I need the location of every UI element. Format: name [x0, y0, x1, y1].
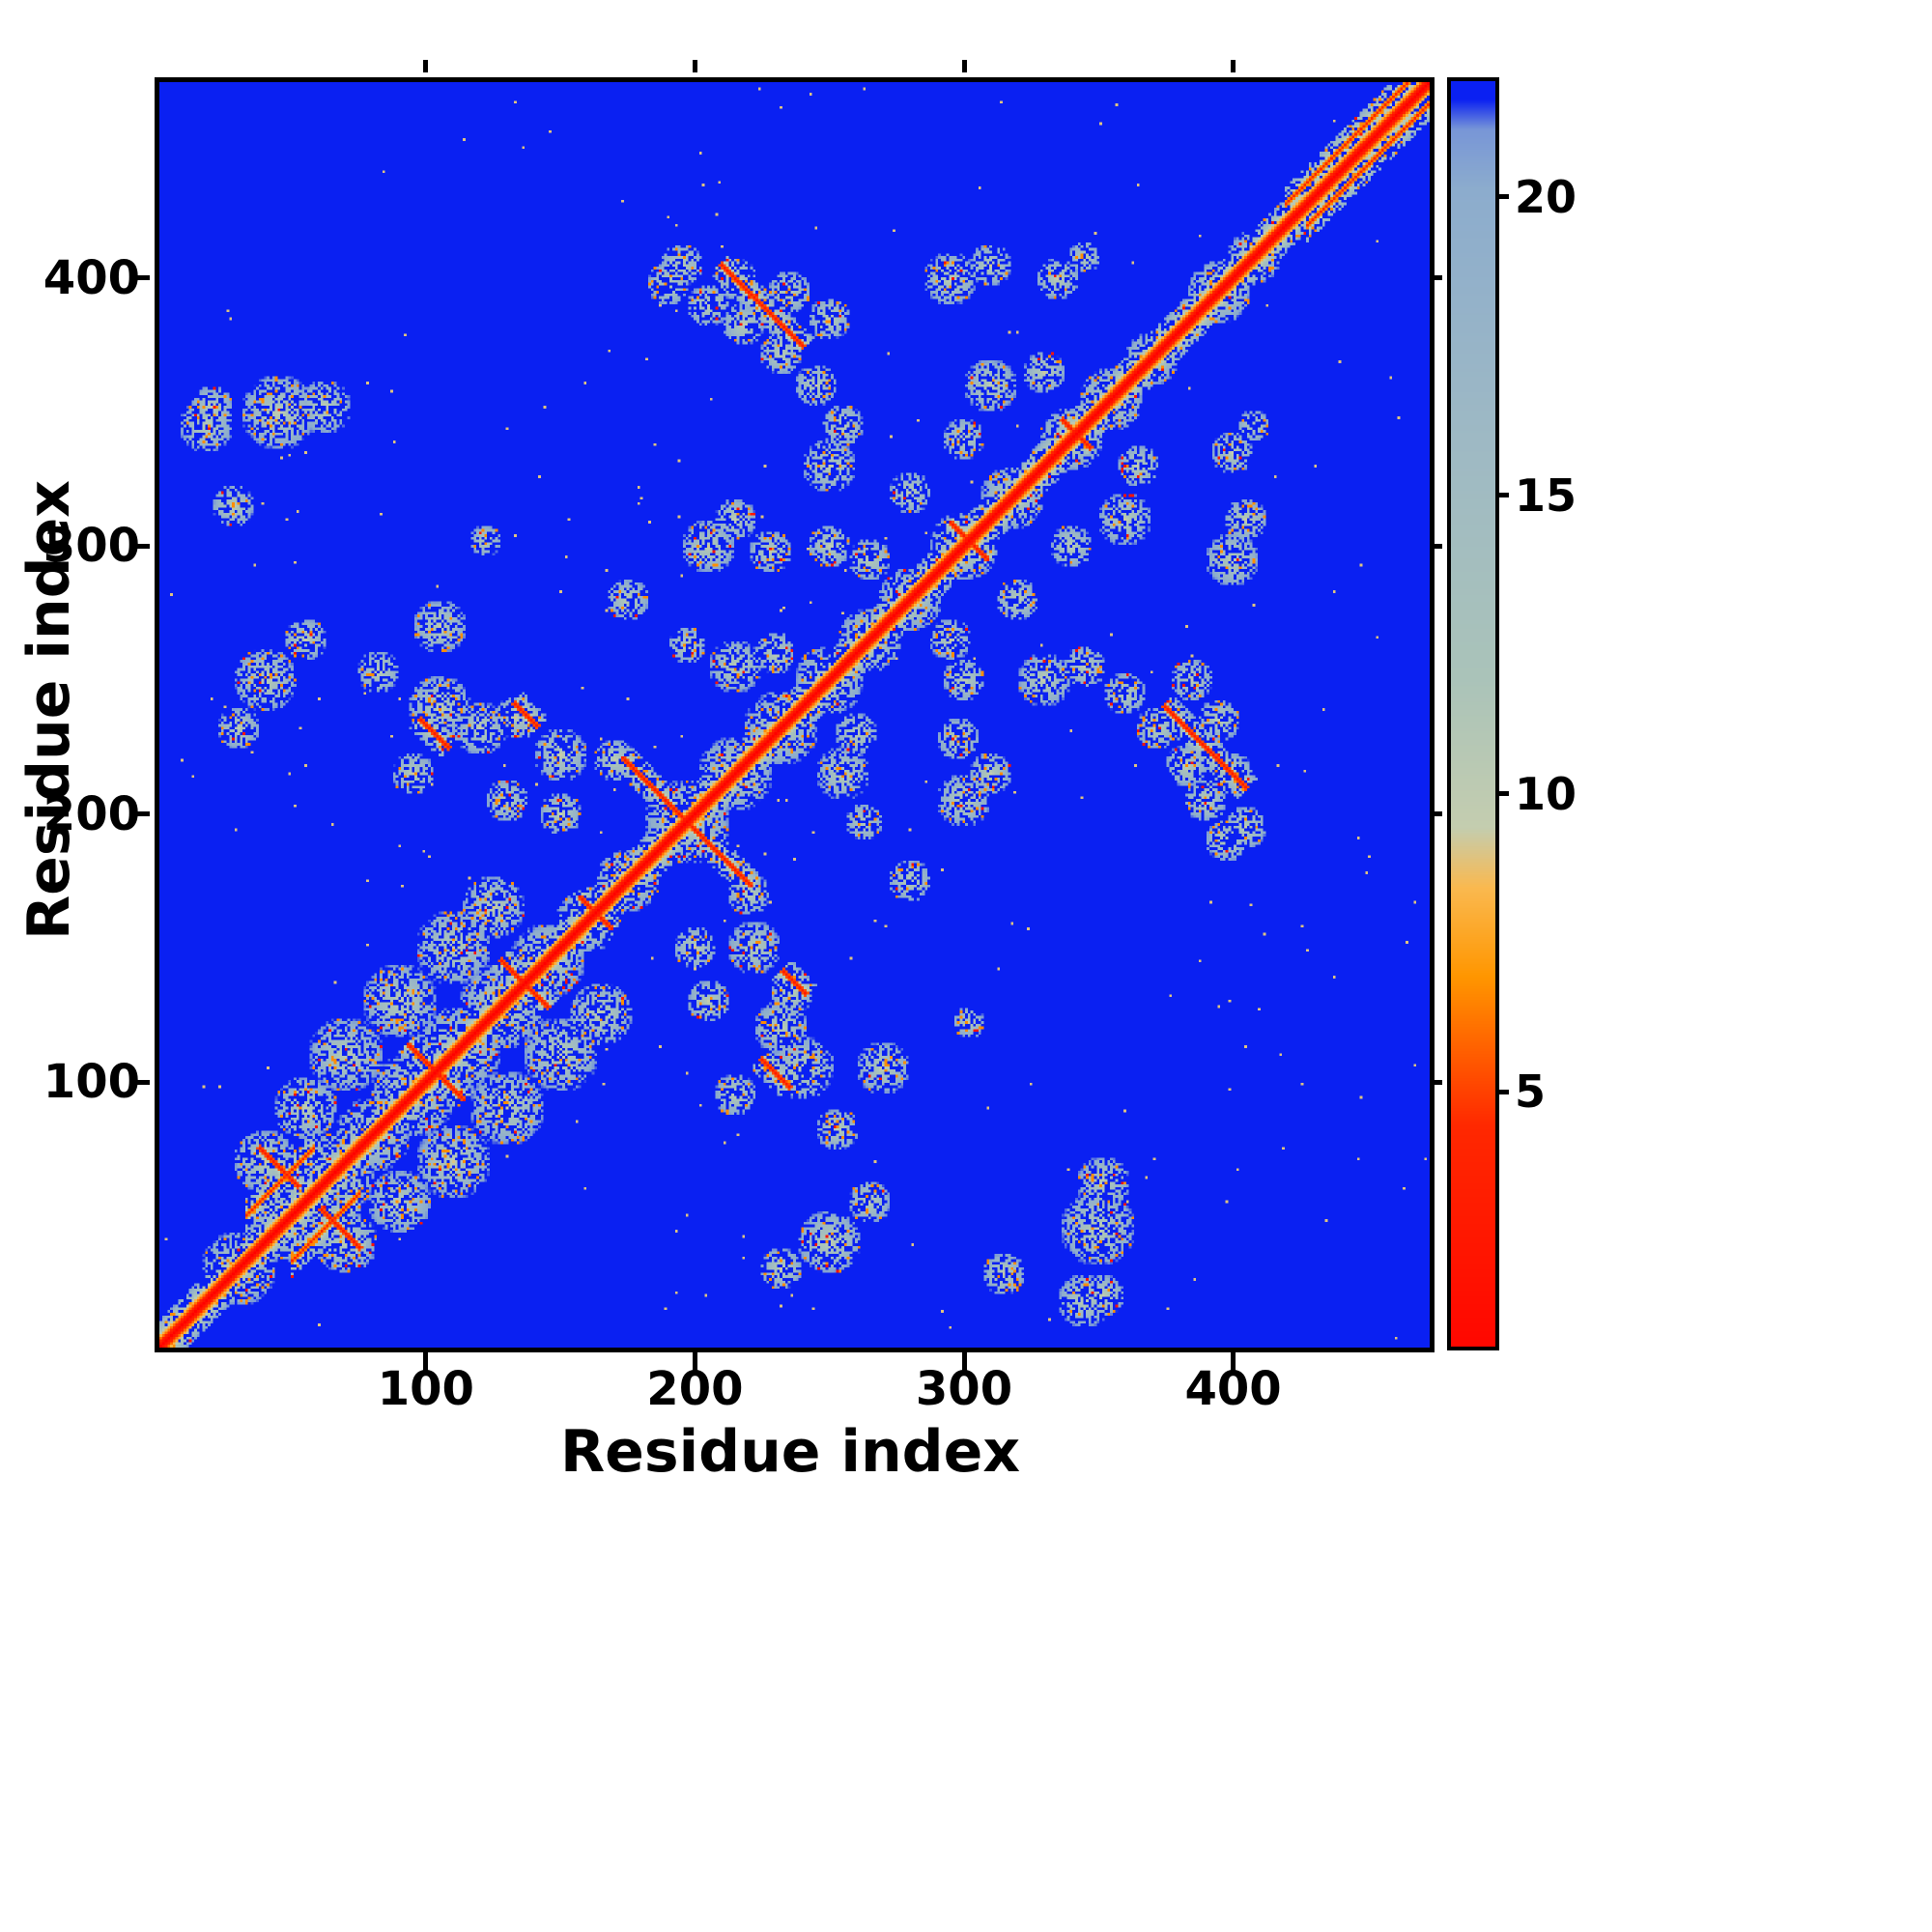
colorbar-tick-label: 20 [1515, 170, 1577, 223]
y-tick-label: 400 [43, 250, 140, 305]
y-tick-label: 100 [43, 1055, 140, 1110]
y-tick-label: 300 [43, 519, 140, 574]
y-tick-mark [130, 275, 150, 281]
x-tick-label: 400 [1184, 1362, 1282, 1416]
y-tick-mark [130, 811, 150, 817]
plot-area [155, 77, 1435, 1352]
colorbar-tick-mark [1495, 791, 1509, 796]
x-tick-label: 100 [377, 1362, 474, 1416]
y-tick-mark [130, 543, 150, 549]
x-tick-label: 300 [915, 1362, 1013, 1416]
x-tick-mark [1231, 1352, 1236, 1372]
contact-map-canvas [159, 82, 1430, 1348]
x-tick-mark [961, 1352, 967, 1372]
y-right-tick-mark [1430, 275, 1442, 281]
x-tick-label: 200 [646, 1362, 744, 1416]
y-tick-label: 200 [43, 786, 140, 841]
colorbar-tick-mark [1495, 493, 1509, 498]
y-tick-mark [130, 1079, 150, 1085]
x-tick-mark [423, 1352, 429, 1372]
x-top-tick-mark [1231, 60, 1236, 72]
x-tick-mark [692, 1352, 697, 1372]
colorbar-tick-label: 15 [1515, 469, 1577, 522]
y-right-tick-mark [1430, 543, 1442, 549]
colorbar [1447, 77, 1499, 1350]
colorbar-tick-label: 10 [1515, 767, 1577, 820]
x-axis-label: Residue index [559, 1418, 1021, 1486]
x-top-tick-mark [692, 60, 697, 72]
y-right-tick-mark [1430, 811, 1442, 817]
colorbar-canvas [1451, 81, 1495, 1347]
y-axis-label: Residue index [15, 479, 83, 941]
y-right-tick-mark [1430, 1079, 1442, 1085]
colorbar-tick-label: 5 [1515, 1065, 1547, 1119]
x-top-tick-mark [961, 60, 967, 72]
colorbar-tick-mark [1495, 1089, 1509, 1094]
x-top-tick-mark [423, 60, 429, 72]
colorbar-tick-mark [1495, 194, 1509, 200]
